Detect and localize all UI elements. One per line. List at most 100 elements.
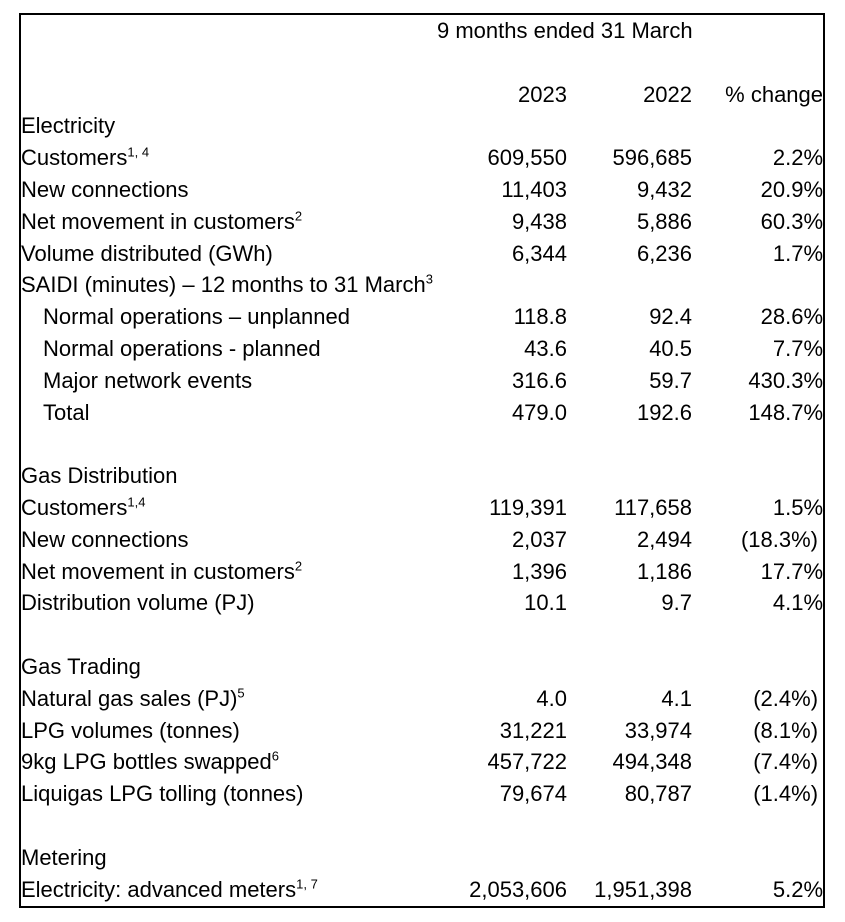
value-2023: 479.0 bbox=[511, 399, 567, 425]
table-row: Total 479.0 192.6 148.7% bbox=[21, 397, 823, 429]
row-label: Net movement in customers2 bbox=[21, 558, 303, 584]
row-label: Customers1, 4 bbox=[21, 144, 150, 171]
value-2023 bbox=[437, 269, 567, 301]
year-header-row: 2023 2022 % change bbox=[21, 79, 823, 111]
value-2023: 10.1 bbox=[524, 590, 567, 616]
value-2023: 31,221 bbox=[499, 717, 567, 743]
table-row: Normal operations – unplanned 118.8 92.4 28… bbox=[21, 301, 823, 333]
value-percent-change: 60.3% bbox=[760, 208, 824, 234]
value-2023: 316.6 bbox=[511, 367, 567, 393]
value-2023: 6,344 bbox=[511, 240, 567, 266]
table-row: Natural gas sales (PJ)5 4.0 4.1 (2.4%) bbox=[21, 683, 823, 715]
table-row: Volume distributed (GWh) 6,344 6,236 1.7% bbox=[21, 238, 823, 270]
value-2023: 2,037 bbox=[511, 526, 567, 552]
table-row: SAIDI (minutes) – 12 months to 31 March3 bbox=[21, 269, 823, 301]
row-label: Volume distributed (GWh) bbox=[21, 240, 273, 266]
value-2023: 79,674 bbox=[499, 781, 567, 807]
column-header-2023: 2023 bbox=[518, 81, 567, 107]
value-percent-change: 148.7% bbox=[748, 399, 824, 425]
value-percent-change: 5.2% bbox=[772, 876, 824, 902]
row-label: Total bbox=[43, 399, 90, 425]
value-2023: 11,403 bbox=[501, 176, 567, 202]
value-2022: 596,685 bbox=[612, 145, 693, 171]
value-2022: 92.4 bbox=[649, 304, 693, 330]
header-empty-cell bbox=[21, 79, 437, 111]
table-row: 9kg LPG bottles swapped6 457,722 494,348 (7… bbox=[21, 746, 823, 778]
table-row: Customers1,4 119,391 117,658 1.5% bbox=[21, 492, 823, 524]
table-row: New connections 2,037 2,494 (18.3%) bbox=[21, 524, 823, 556]
table-row: Net movement in customers2 1,396 1,186 17.7… bbox=[21, 556, 823, 588]
table-body: Electricity Customers1, 4 609,550 596,685 2.… bbox=[21, 110, 823, 905]
value-2023: 1,396 bbox=[511, 558, 567, 584]
value-2023: 118.8 bbox=[513, 304, 567, 330]
footnote-reference: 6 bbox=[271, 749, 279, 764]
section-spacer-row bbox=[21, 619, 823, 651]
row-label: Liquigas LPG tolling (tonnes) bbox=[21, 781, 304, 807]
value-2022 bbox=[567, 269, 692, 301]
value-2022: 192.6 bbox=[636, 399, 693, 425]
table-row: Electricity: advanced meters1, 7 2,053,60… bbox=[21, 874, 823, 906]
row-label: Major network events bbox=[43, 367, 253, 393]
value-percent-change: (8.1%) bbox=[753, 717, 819, 743]
value-percent-change: 1.5% bbox=[772, 494, 824, 520]
footnote-reference: 1, 7 bbox=[296, 876, 318, 892]
value-2022: 9,432 bbox=[636, 176, 693, 202]
operational-statistics-table: 9 months ended 31 March 2023 2022 % chan… bbox=[21, 15, 823, 905]
value-2023: 4.0 bbox=[536, 685, 567, 711]
value-percent-change: (18.3%) bbox=[740, 526, 819, 552]
row-label: Normal operations – unplanned bbox=[43, 304, 350, 330]
footnote-reference: 3 bbox=[425, 272, 433, 288]
spacer-cell bbox=[21, 619, 823, 651]
table-row: Distribution volume (PJ) 10.1 9.7 4.1% bbox=[21, 587, 823, 619]
table-row: New connections 11,403 9,432 20.9% bbox=[21, 174, 823, 206]
table-row: LPG volumes (tonnes) 31,221 33,974 (8.1%) bbox=[21, 715, 823, 747]
row-label: Distribution volume (PJ) bbox=[21, 590, 255, 616]
row-label: Electricity: advanced meters1, 7 bbox=[21, 876, 318, 902]
row-label: Natural gas sales (PJ)5 bbox=[21, 685, 245, 711]
table-row: Net movement in customers2 9,438 5,886 60.3… bbox=[21, 206, 823, 238]
footnote-reference: 5 bbox=[237, 685, 245, 701]
value-percent-change: 28.6% bbox=[760, 304, 824, 330]
section-title-row: Gas Trading bbox=[21, 651, 823, 683]
row-label: New connections bbox=[21, 526, 189, 552]
spacer-cell bbox=[21, 810, 823, 842]
section-title: Gas Trading bbox=[21, 653, 141, 679]
table-row: Normal operations - planned 43.6 40.5 7.7% bbox=[21, 333, 823, 365]
section-title: Electricity bbox=[21, 113, 116, 139]
value-percent-change: (7.4%) bbox=[753, 749, 819, 775]
row-label: Net movement in customers2 bbox=[21, 208, 303, 234]
footnote-reference: 1, 4 bbox=[127, 144, 150, 160]
value-percent-change: 20.9% bbox=[760, 176, 824, 202]
spacer-cell bbox=[21, 428, 823, 460]
value-2022: 1,951,398 bbox=[594, 876, 693, 902]
value-2023: 457,722 bbox=[487, 749, 567, 775]
table-row: Liquigas LPG tolling (tonnes) 79,674 80,78… bbox=[21, 778, 823, 810]
row-label: New connections bbox=[21, 176, 189, 202]
value-percent-change: 1.7% bbox=[772, 240, 824, 266]
value-2023: 9,438 bbox=[511, 208, 567, 234]
value-2022: 4.1 bbox=[661, 685, 693, 711]
footnote-reference: 2 bbox=[294, 208, 303, 224]
section-title-row: Gas Distribution bbox=[21, 460, 823, 492]
value-2022: 494,348 bbox=[612, 749, 693, 775]
section-title-row: Metering bbox=[21, 842, 823, 874]
row-label: 9kg LPG bottles swapped6 bbox=[21, 749, 279, 775]
value-percent-change: (1.4%) bbox=[753, 781, 819, 807]
footnote-reference: 1,4 bbox=[127, 494, 146, 510]
value-2022: 59.7 bbox=[649, 367, 693, 393]
value-percent-change bbox=[692, 269, 823, 301]
column-header-change: % change bbox=[725, 81, 824, 107]
value-2022: 80,787 bbox=[624, 781, 693, 807]
value-2023: 119,391 bbox=[489, 494, 567, 520]
value-percent-change: (2.4%) bbox=[753, 685, 819, 711]
table-border-box: 9 months ended 31 March 2023 2022 % chan… bbox=[19, 13, 825, 908]
row-label: LPG volumes (tonnes) bbox=[21, 717, 240, 743]
value-2022: 6,236 bbox=[636, 240, 693, 266]
footnote-reference: 2 bbox=[294, 558, 303, 574]
column-header-2022: 2022 bbox=[643, 81, 693, 107]
row-label: Customers1,4 bbox=[21, 494, 146, 520]
section-spacer-row bbox=[21, 428, 823, 460]
row-label: Normal operations - planned bbox=[43, 335, 321, 361]
header-empty-cell bbox=[692, 15, 823, 79]
